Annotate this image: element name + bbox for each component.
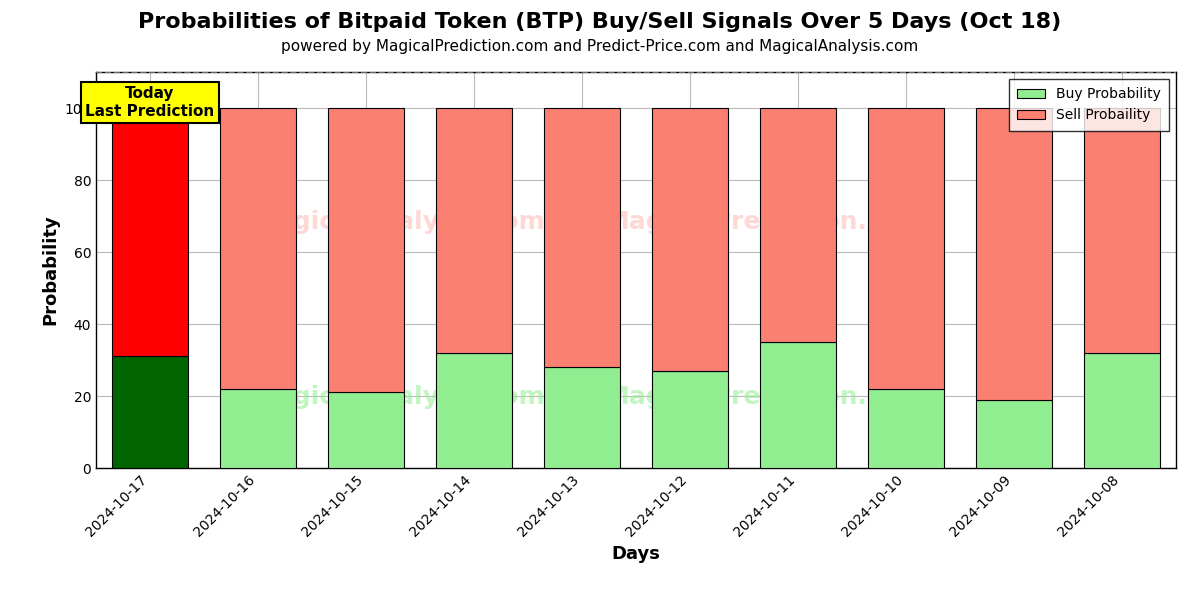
Bar — [869, 389, 944, 468]
Text: Today
Last Prediction: Today Last Prediction — [85, 86, 215, 119]
Bar — [437, 353, 512, 468]
Text: MagicalPrediction.com: MagicalPrediction.com — [605, 385, 926, 409]
Text: MagicalPrediction.com: MagicalPrediction.com — [605, 211, 926, 235]
Bar — [653, 371, 728, 468]
Text: MagicalAnalysis.com: MagicalAnalysis.com — [252, 211, 545, 235]
Bar — [761, 108, 836, 342]
X-axis label: Days: Days — [612, 545, 660, 563]
Bar — [329, 392, 403, 468]
Legend: Buy Probability, Sell Probaility: Buy Probability, Sell Probaility — [1009, 79, 1169, 131]
Bar — [329, 108, 403, 392]
Text: MagicalAnalysis.com: MagicalAnalysis.com — [252, 385, 545, 409]
Bar — [113, 356, 188, 468]
Bar — [221, 389, 296, 468]
Bar — [437, 108, 512, 353]
Text: powered by MagicalPrediction.com and Predict-Price.com and MagicalAnalysis.com: powered by MagicalPrediction.com and Pre… — [281, 39, 919, 54]
Bar — [221, 108, 296, 389]
Bar — [761, 342, 836, 468]
Bar — [653, 108, 728, 371]
Bar — [977, 108, 1051, 400]
Text: Probabilities of Bitpaid Token (BTP) Buy/Sell Signals Over 5 Days (Oct 18): Probabilities of Bitpaid Token (BTP) Buy… — [138, 12, 1062, 32]
Bar — [869, 108, 944, 389]
Y-axis label: Probability: Probability — [41, 215, 59, 325]
Bar — [977, 400, 1051, 468]
Bar — [113, 108, 188, 356]
Bar — [1085, 353, 1159, 468]
Bar — [545, 367, 619, 468]
Bar — [545, 108, 619, 367]
Bar — [1085, 108, 1159, 353]
